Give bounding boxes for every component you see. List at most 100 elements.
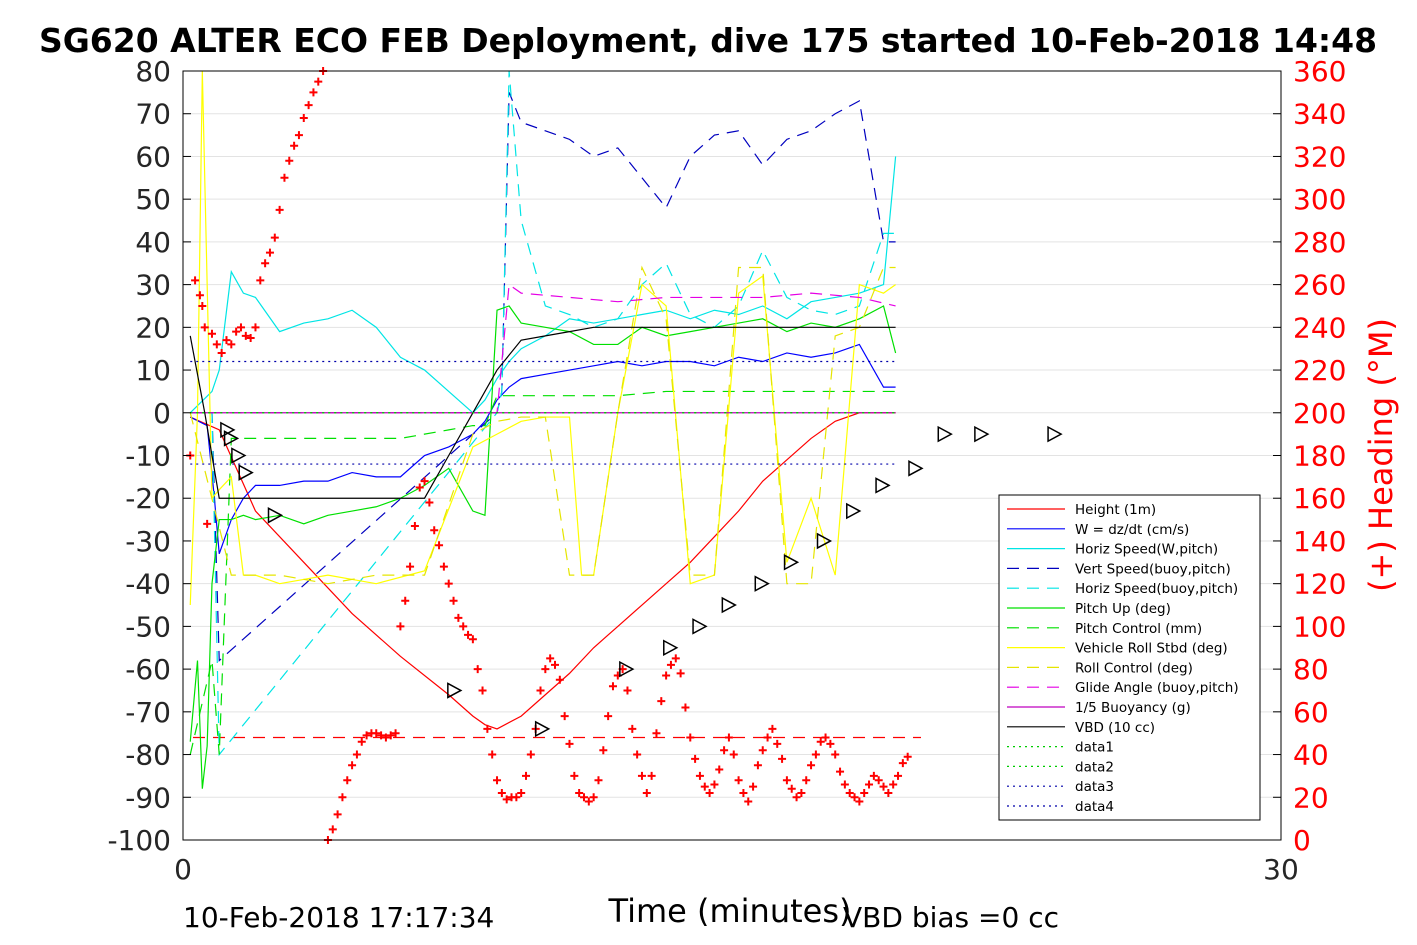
right-tick-label-3: 300 xyxy=(1293,183,1346,216)
heading-point xyxy=(749,782,758,791)
legend: Height (1m) W = dz/dt (cm/s) Horiz Speed(W… xyxy=(998,494,1261,821)
heading-point xyxy=(797,789,806,798)
left-tick-label-2: 60 xyxy=(135,140,171,173)
x-axis-label: Time (minutes) xyxy=(608,892,852,930)
depth-marker xyxy=(231,447,247,464)
heading-point xyxy=(227,340,236,349)
heading-point xyxy=(836,767,845,776)
heading-point xyxy=(681,703,690,712)
legend-label-14: data3 xyxy=(1075,779,1114,795)
right-tick-label-1: 340 xyxy=(1293,98,1346,131)
depth-marker xyxy=(846,502,862,520)
heading-point xyxy=(328,825,337,834)
heading-point xyxy=(473,665,482,674)
right-tick-label-2: 320 xyxy=(1293,140,1346,173)
heading-point xyxy=(236,323,245,332)
depth-marker xyxy=(721,596,737,614)
heading-point xyxy=(275,205,284,214)
heading-point xyxy=(401,596,410,605)
heading-point xyxy=(541,665,550,674)
left-tick-label-17: -90 xyxy=(125,781,171,814)
right-tick-label-13: 100 xyxy=(1293,610,1346,643)
series-line-vert-speed-buoy-pitch- xyxy=(190,92,896,662)
heading-point xyxy=(203,519,212,528)
heading-point xyxy=(459,622,468,631)
depth-marker xyxy=(663,639,679,657)
heading-point xyxy=(782,776,791,785)
heading-point xyxy=(594,776,603,785)
heading-point xyxy=(671,654,680,663)
heading-point xyxy=(826,739,835,748)
left-tick-label-15: -70 xyxy=(125,696,171,729)
depth-marker xyxy=(534,720,551,738)
heading-point xyxy=(787,784,796,793)
series-line-roll-control-deg- xyxy=(189,265,896,585)
heading-point xyxy=(686,733,695,742)
heading-point xyxy=(816,737,825,746)
legend-label-11: VBD (10 cc) xyxy=(1075,720,1155,736)
heading-point xyxy=(200,323,209,332)
heading-point xyxy=(232,327,241,336)
heading-point xyxy=(666,660,675,669)
heading-point xyxy=(758,746,767,755)
heading-point xyxy=(894,771,903,780)
heading-point xyxy=(657,697,666,706)
legend-label-2: Horiz Speed(W,pitch) xyxy=(1075,542,1218,558)
legend-label-4: Horiz Speed(buoy,pitch) xyxy=(1075,581,1238,597)
heading-point xyxy=(420,477,429,486)
heading-point xyxy=(497,789,506,798)
legend-label-6: Pitch Control (mm) xyxy=(1075,621,1202,637)
heading-point xyxy=(604,712,613,721)
heading-point xyxy=(314,77,323,86)
right-tick-label-6: 240 xyxy=(1293,311,1346,344)
heading-point xyxy=(662,671,671,680)
left-axis-ticks: 80 70 60 50 40 30 20 10 0 -10 -20 -30 -40 -50 -60 -70 -8… xyxy=(107,55,191,857)
heading-point xyxy=(251,323,260,332)
heading-point xyxy=(439,562,448,571)
heading-point xyxy=(348,761,357,770)
series-line-height-1m- xyxy=(190,412,896,730)
legend-label-0: Height (1m) xyxy=(1075,502,1156,518)
heading-point xyxy=(807,761,816,770)
heading-point xyxy=(845,789,854,798)
heading-point xyxy=(642,789,651,798)
heading-point xyxy=(454,613,463,622)
heading-point xyxy=(536,686,545,695)
heading-point xyxy=(217,348,226,357)
heading-point xyxy=(599,746,608,755)
series-line-vbd-10-cc- xyxy=(189,326,896,499)
heading-point xyxy=(309,88,318,97)
series-line-vehicle-roll-stbd-deg- xyxy=(189,70,896,606)
heading-point xyxy=(391,729,400,738)
heading-point xyxy=(840,780,849,789)
heading-point xyxy=(357,737,366,746)
legend-label-15: data4 xyxy=(1075,799,1114,815)
footer-timestamp: 10-Feb-2018 17:17:34 xyxy=(183,901,494,934)
right-tick-label-5: 260 xyxy=(1293,269,1346,302)
heading-point xyxy=(343,776,352,785)
chart-title: SG620 ALTER ECO FEB Deployment, dive 175… xyxy=(39,21,1377,60)
left-tick-label-14: -60 xyxy=(125,653,171,686)
right-tick-label-15: 60 xyxy=(1293,696,1329,729)
depth-marker xyxy=(937,425,953,443)
left-tick-label-3: 50 xyxy=(135,183,171,216)
heading-point xyxy=(464,630,473,639)
legend-label-10: 1/5 Buoyancy (g) xyxy=(1075,700,1191,716)
heading-point xyxy=(270,233,279,242)
heading-point xyxy=(396,622,405,631)
heading-point xyxy=(778,754,787,763)
heading-point xyxy=(734,776,743,785)
left-tick-label-8: 0 xyxy=(153,397,171,430)
heading-point xyxy=(652,729,661,738)
series-lines xyxy=(189,70,897,789)
right-axis-ticks: 3603403203002802602402202001801601401201… xyxy=(1273,55,1346,857)
heading-point xyxy=(449,596,458,605)
left-tick-label-7: 10 xyxy=(135,354,171,387)
heading-point xyxy=(565,739,574,748)
heading-point xyxy=(517,789,526,798)
heading-point xyxy=(705,789,714,798)
left-tick-label-13: -50 xyxy=(125,610,171,643)
depth-marker xyxy=(447,682,463,699)
heading-point xyxy=(691,754,700,763)
heading-points xyxy=(186,67,912,844)
